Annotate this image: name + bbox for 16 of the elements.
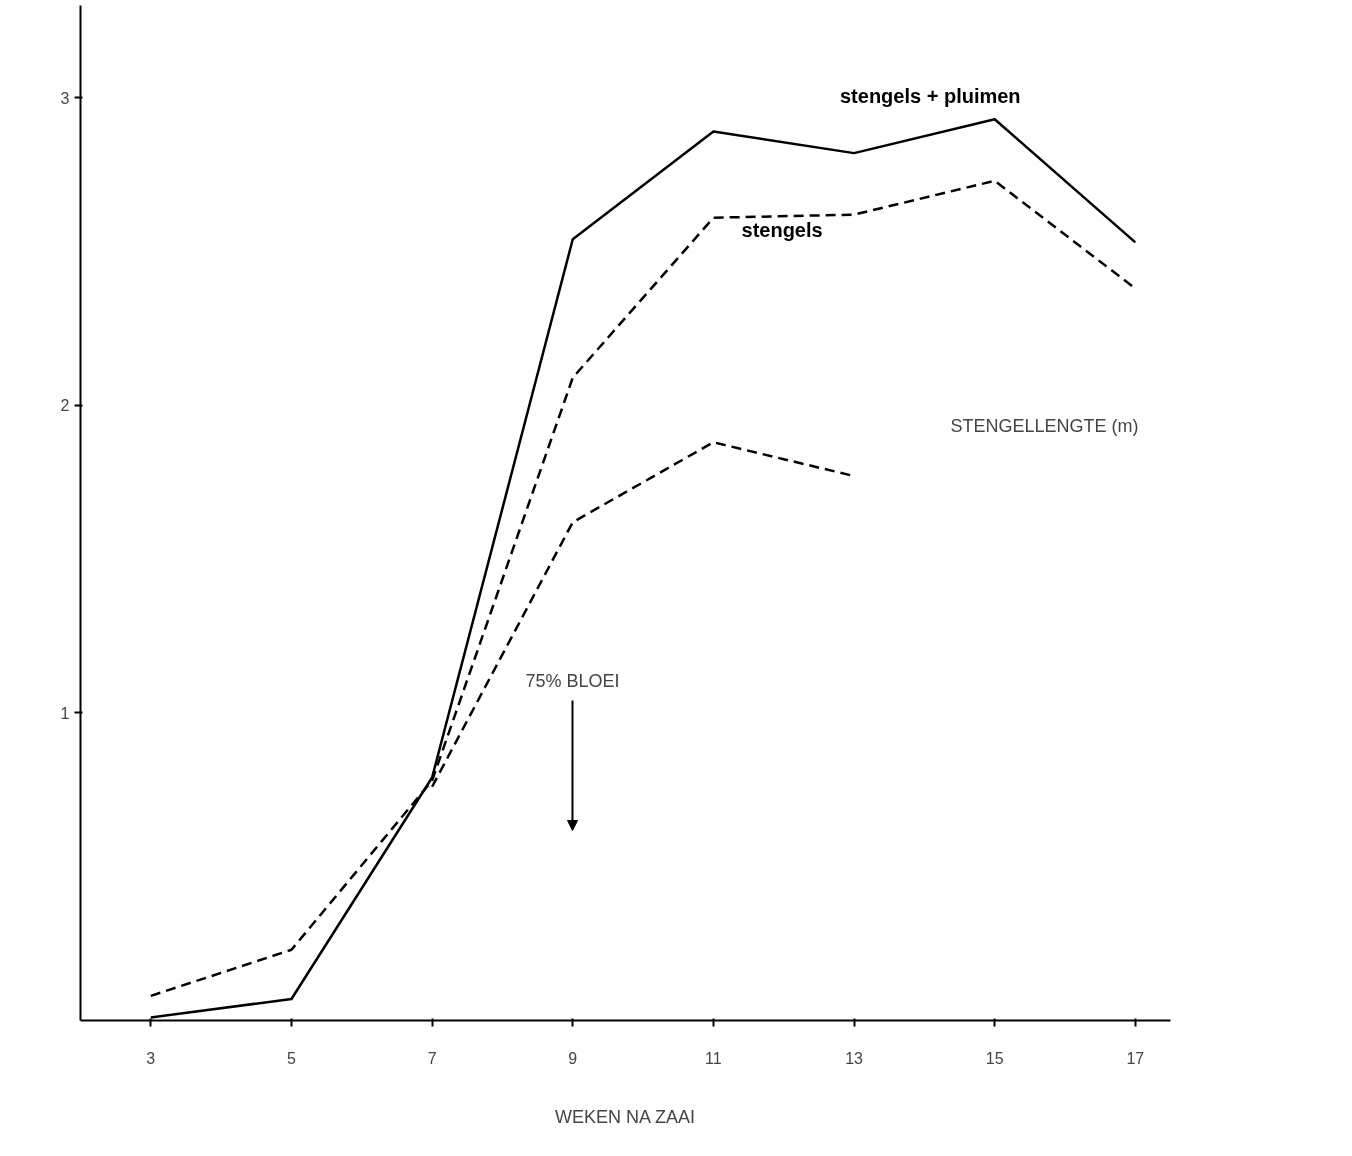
x-tick-label: 15	[985, 1049, 1004, 1067]
series-label: stengels + pluimen	[839, 85, 1021, 108]
y-axis-title: STENGELLENGTE (m)	[950, 416, 1139, 437]
y-tick-label: 1	[60, 704, 70, 722]
x-axis-title: WEKEN NA ZAAI	[554, 1106, 696, 1127]
y-tick-label: 3	[60, 89, 70, 107]
y-tick-label: 2	[60, 397, 70, 415]
x-tick-label: 13	[845, 1049, 864, 1067]
x-tick-label: 3	[146, 1049, 156, 1067]
x-tick-label: 9	[568, 1049, 578, 1067]
x-tick-label: 7	[427, 1049, 437, 1067]
x-tick-label: 11	[705, 1049, 722, 1067]
series-label: stengels	[741, 218, 823, 241]
x-tick-label: 5	[287, 1049, 297, 1067]
annotation: 75% BLOEI	[525, 670, 620, 691]
x-tick-label: 17	[1126, 1049, 1145, 1067]
